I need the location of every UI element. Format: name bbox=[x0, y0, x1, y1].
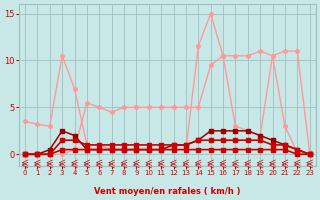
X-axis label: Vent moyen/en rafales ( km/h ): Vent moyen/en rafales ( km/h ) bbox=[94, 187, 241, 196]
